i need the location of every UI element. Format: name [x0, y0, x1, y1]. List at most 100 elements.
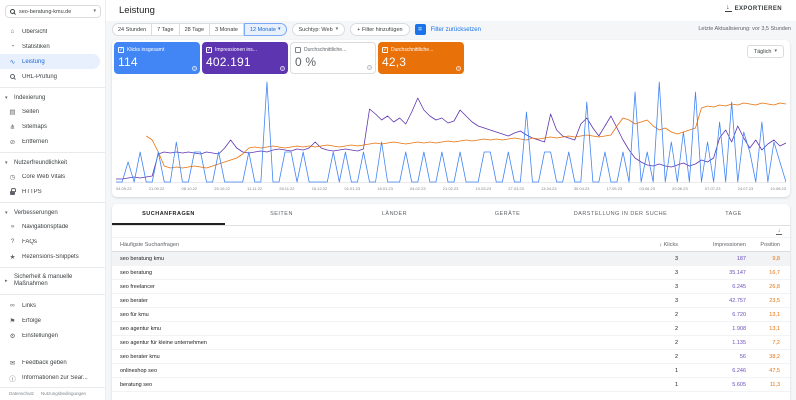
table-row[interactable]: seo agentur für kleine unternehmen 2 1.135…	[112, 336, 790, 350]
clicks-cell: 3	[674, 269, 678, 276]
table-row[interactable]: seo für kmu 2 6.720 13,1	[112, 308, 790, 322]
checkbox-checked-icon[interactable]: ✓	[382, 47, 388, 53]
tab-länder[interactable]: LÄNDER	[381, 210, 408, 217]
table-row[interactable]: seo berater kmu 2 56 38,2	[112, 350, 790, 364]
help-icon[interactable]: ?	[280, 66, 285, 71]
dimension-tabs: SUCHANFRAGEN SEITEN LÄNDER GERÄTE DARSTELLUN…	[112, 204, 790, 226]
date-range-label: 12 Monate	[249, 26, 276, 33]
links-icon: ∞	[10, 302, 15, 309]
sidebar-item-https[interactable]: HTTPS	[0, 184, 100, 199]
sidebar-item-einstellungen[interactable]: ⚙ Einstellungen	[0, 328, 100, 343]
sidebar-section-verbesserungen[interactable]: ▾ Verbesserungen	[0, 206, 105, 219]
checkbox-unchecked-icon[interactable]	[295, 47, 301, 53]
column-header-queries[interactable]: Häufigste Suchanfragen	[120, 241, 180, 248]
checkbox-checked-icon[interactable]: ✓	[206, 47, 212, 53]
tab-darstellung-in-der-suche[interactable]: DARSTELLUNG IN DER SUCHE	[573, 210, 668, 217]
metric-card-clicks[interactable]: ✓ Klicks insgesamt 114?	[114, 42, 200, 74]
sidebar-item-feedback-geben[interactable]: ✉ Feedback geben	[0, 355, 100, 370]
info-icon: ⓘ	[9, 375, 16, 383]
tab-tage[interactable]: TAGE	[725, 210, 742, 217]
table-row[interactable]: seo beratung 3 35.147 16,7	[112, 266, 790, 280]
series-line-position	[145, 102, 786, 169]
sidebar-divider	[0, 267, 105, 268]
table-row[interactable]: seo agentur kmu 2 1.908 13,1	[112, 322, 790, 336]
sidebar-item-rezensions-snippets[interactable]: ★ Rezensions-Snippets	[0, 249, 100, 264]
table-row[interactable]: seo freelancer 3 6.245 26,8	[112, 280, 790, 294]
metric-card-label: Klicks insgesamt	[127, 47, 165, 53]
column-header-impressions[interactable]: Impressionen	[712, 241, 746, 248]
breadcrumbs-icon: »	[10, 223, 15, 230]
sidebar-item-leistung[interactable]: ∿ Leistung	[0, 54, 100, 69]
chevron-right-icon: ▸	[5, 278, 8, 284]
sidebar-item-seiten[interactable]: ▤ Seiten	[0, 104, 100, 119]
legal-link-nutzungsbedingungen[interactable]: Nutzungsbedingungen	[41, 391, 87, 396]
table-row[interactable]: onlineshop seo 1 6.246 47,5	[112, 364, 790, 378]
sidebar-item-entfernen[interactable]: ⊘ Entfernen	[0, 134, 100, 149]
search-type-chip[interactable]: Suchtyp: Web ▾	[291, 23, 346, 36]
chart-x-axis: 04.09.22 21.09.22 08.10.22 25.10.22 11.11.22…	[116, 186, 786, 191]
date-range-7-tage[interactable]: 7 Tage	[152, 23, 180, 36]
query-cell: seo beratung	[120, 269, 153, 276]
column-header-clicks[interactable]: ↓ Klicks	[659, 241, 678, 248]
sidebar-item-label: Einstellungen	[22, 332, 59, 339]
date-range-24-stunden[interactable]: 24 Stunden	[112, 23, 153, 36]
checkbox-checked-icon[interactable]: ✓	[118, 47, 124, 53]
metric-card-label: Durchschnittliche...	[391, 47, 434, 53]
removals-icon: ⊘	[9, 138, 16, 146]
legal-links: Datenschutz Nutzungsbedingungen	[0, 387, 105, 398]
sidebar-nav: ⌂ Übersicht ◔ Statistiken ∿ Leistung URL-Prüfu…	[0, 24, 105, 343]
table-row[interactable]: beratung seo 1 5.605 11,3	[112, 378, 790, 392]
sidebar-item-sitemaps[interactable]: ⋔ Sitemaps	[0, 119, 100, 134]
property-selector[interactable]: seo-beratung-kmu.de ▾	[5, 5, 101, 18]
x-axis-label: 10.03.23	[475, 186, 492, 191]
sidebar-item-label: Core Web Vitals	[22, 173, 66, 180]
legal-link-datenschutz[interactable]: Datenschutz	[9, 391, 35, 396]
sidebar-item-übersicht[interactable]: ⌂ Übersicht	[0, 24, 100, 39]
position-cell: 13,1	[769, 311, 780, 318]
reset-filters-link[interactable]: Filter zurücksetzen	[430, 26, 481, 33]
https-lock-icon	[8, 187, 17, 195]
export-button[interactable]: ↓ EXPORTIEREN	[719, 4, 788, 13]
x-axis-label: 28.11.22	[279, 186, 295, 191]
metric-card-ctr[interactable]: Durchschnittliche... 0 %?	[290, 42, 376, 74]
add-filter-chip[interactable]: + Filter hinzufügen	[350, 23, 410, 36]
metric-card-position[interactable]: ✓ Durchschnittliche... 42,3?	[378, 42, 464, 74]
column-header-position[interactable]: Position	[760, 241, 780, 248]
sidebar-item-label: HTTPS	[22, 188, 42, 195]
sidebar-item-url-prüfung[interactable]: URL-Prüfung	[0, 69, 100, 84]
tab-suchanfragen[interactable]: SUCHANFRAGEN	[112, 204, 225, 225]
table-row[interactable]: seo beratung kmu 3 187 9,8	[112, 252, 790, 266]
date-range-28-tage[interactable]: 28 Tage	[179, 23, 211, 36]
help-icon[interactable]: ?	[192, 66, 197, 71]
sidebar-item-informationen-zur-sear[interactable]: ⓘ Informationen zur Sear...	[0, 370, 100, 385]
metric-card-impressions[interactable]: ✓ Impressionen ins... 402.191?	[202, 42, 288, 74]
granularity-button[interactable]: Täglich ▾	[746, 45, 784, 58]
impressions-cell: 187	[736, 255, 746, 262]
sidebar-item-faqs[interactable]: ? FAQs	[0, 234, 100, 249]
sidebar-item-statistiken[interactable]: ◔ Statistiken	[0, 39, 100, 54]
sidebar-item-core-web-vitals[interactable]: ◷ Core Web Vitals	[0, 169, 100, 184]
date-range-3-monate[interactable]: 3 Monate	[210, 23, 244, 36]
tab-geräte[interactable]: GERÄTE	[494, 210, 521, 217]
sidebar-section-sicherheit-manuelle-maßnahmen[interactable]: ▸ Sicherheit & manuelle Maßnahmen	[0, 271, 105, 291]
table-row[interactable]: seo berater 3 42.757 23,5	[112, 294, 790, 308]
performance-chart[interactable]	[116, 80, 786, 184]
date-range-12-monate[interactable]: 12 Monate ▾	[243, 23, 287, 36]
table-export-icon[interactable]: ↓	[777, 227, 781, 234]
help-icon[interactable]: ?	[456, 66, 461, 71]
feedback-icon: ✉	[9, 359, 16, 367]
tab-seiten[interactable]: SEITEN	[270, 210, 293, 217]
add-filter-label: + Filter hinzufügen	[357, 26, 403, 33]
position-cell: 13,1	[769, 325, 780, 332]
query-cell: beratung seo	[120, 381, 153, 388]
help-icon[interactable]: ?	[367, 65, 372, 70]
metric-card-value: 114	[118, 55, 138, 69]
sidebar-item-navigationspfade[interactable]: » Navigationspfade	[0, 219, 100, 234]
sidebar-item-links[interactable]: ∞ Links	[0, 298, 100, 313]
sidebar-section-indexierung[interactable]: ▾ Indexierung	[0, 91, 105, 104]
sidebar-section-label: Verbesserungen	[14, 209, 58, 216]
metric-card-label: Impressionen ins...	[215, 47, 257, 53]
sidebar-section-nutzerfreundlichkeit[interactable]: ▾ Nutzerfreundlichkeit	[0, 156, 105, 169]
x-axis-label: 04.09.22	[116, 186, 132, 191]
sidebar-item-erfolge[interactable]: ⚑ Erfolge	[0, 313, 100, 328]
